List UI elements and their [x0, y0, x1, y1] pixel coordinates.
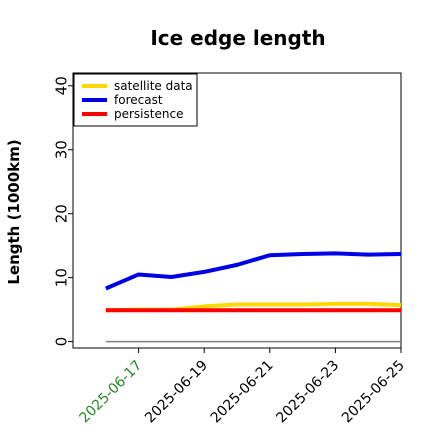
y-tick-label: 10: [53, 268, 71, 287]
y-axis-label: Length (1000km): [5, 139, 23, 284]
y-axis: 0 10 20 30 40: [53, 76, 73, 347]
series-line-forecast: [105, 251, 402, 291]
x-tick-label: 2025-06-17: [77, 358, 146, 427]
x-axis: 2025-06-172025-06-192025-06-212025-06-23…: [77, 348, 408, 426]
legend-label: satellite data: [114, 79, 193, 93]
x-tick-label: 2025-06-25: [339, 358, 408, 427]
y-tick-label: 20: [53, 204, 71, 223]
series-layer: [105, 251, 402, 343]
legend-label: persistence: [114, 107, 183, 121]
x-tick-label: 2025-06-21: [208, 358, 277, 427]
chart-title: Ice edge length: [150, 26, 325, 50]
legend-label: forecast: [114, 93, 163, 107]
y-tick-label: 30: [53, 140, 71, 159]
plot-frame: [72, 72, 402, 349]
x-tick-label: 2025-06-19: [142, 358, 211, 427]
x-tick-label: 2025-06-23: [273, 358, 342, 427]
y-tick-label: 40: [53, 76, 71, 95]
y-tick-label: 0: [53, 337, 71, 347]
